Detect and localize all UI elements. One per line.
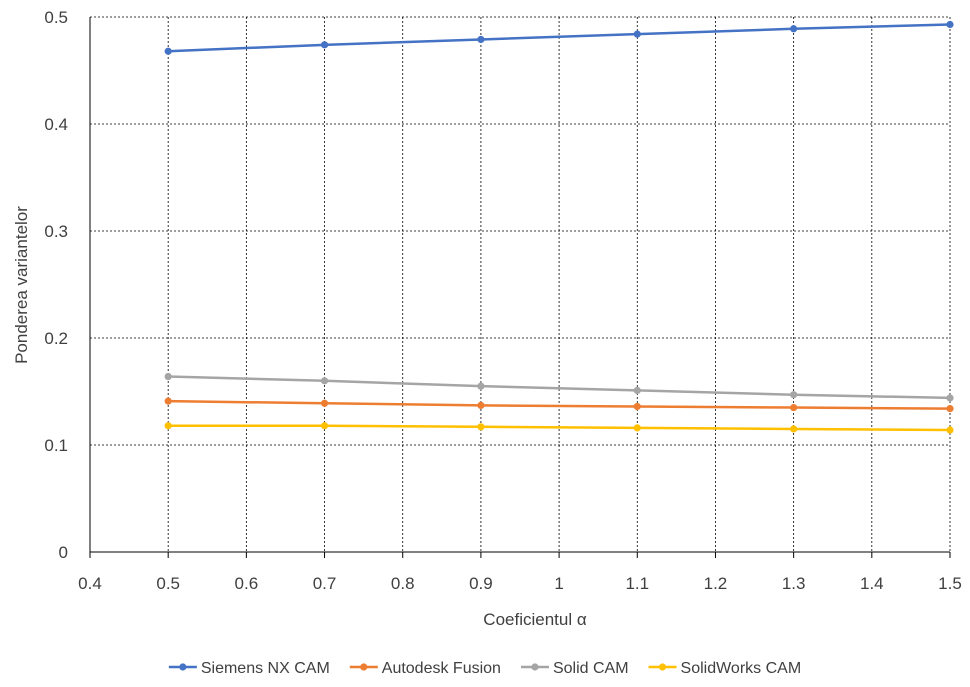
data-point-solid-cam: [633, 386, 641, 395]
legend-item-siemens-nx-cam: Siemens NX CAM: [168, 660, 330, 677]
data-point-solid-cam: [164, 372, 172, 381]
x-tick-label: 1.2: [704, 574, 728, 593]
y-axis-title: Ponderea variantelor: [12, 206, 31, 364]
legend-item-solidworks-cam: SolidWorks CAM: [648, 660, 802, 677]
x-tick-label: 1: [554, 574, 563, 593]
legend-marker: [360, 663, 368, 671]
data-point-siemens-nx-cam: [946, 20, 954, 29]
legend-label: Siemens NX CAM: [201, 660, 330, 677]
data-point-autodesk-fusion: [946, 405, 954, 413]
data-point-solidworks-cam: [633, 424, 641, 432]
data-point-siemens-nx-cam: [633, 30, 641, 38]
x-tick-label: 0.4: [78, 574, 102, 593]
data-point-solid-cam: [946, 394, 954, 402]
y-tick-label: 0: [59, 543, 68, 562]
data-point-solid-cam: [320, 377, 329, 385]
data-point-autodesk-fusion: [320, 399, 329, 407]
x-tick-label: 1.4: [860, 574, 884, 593]
x-tick-label: 0.7: [313, 574, 337, 593]
series: [164, 20, 954, 434]
axes: [89, 17, 951, 558]
data-point-siemens-nx-cam: [790, 25, 798, 33]
legend-label: Autodesk Fusion: [382, 660, 501, 677]
tick-labels: 0 0.1 0.2 0.3 0.4 0.5 0.4 0.5 0.6 0.7 0.8 0.9 1 1.1 1.…: [44, 8, 961, 593]
gridlines: [90, 16, 951, 552]
series-line-autodesk-fusion: [168, 399, 951, 410]
data-point-solidworks-cam: [164, 422, 172, 430]
data-point-autodesk-fusion: [790, 403, 798, 412]
legend-item-solid-cam: Solid CAM: [520, 660, 629, 677]
y-tick-label: 0.5: [44, 8, 68, 27]
data-point-solidworks-cam: [477, 423, 485, 431]
legend-label: SolidWorks CAM: [681, 660, 802, 677]
data-point-solid-cam: [790, 391, 798, 399]
data-point-solidworks-cam: [320, 422, 329, 430]
legend-marker: [531, 663, 539, 671]
legend: Siemens NX CAM Autodesk Fusion Solid CAM So…: [168, 660, 802, 677]
x-tick-label: 1.5: [938, 574, 962, 593]
data-point-autodesk-fusion: [477, 401, 485, 410]
x-tick-label: 1.3: [782, 574, 806, 593]
x-tick-label: 0.6: [235, 574, 259, 593]
x-tick-label: 0.9: [469, 574, 493, 593]
series-line-siemens-nx-cam: [168, 23, 951, 53]
data-point-siemens-nx-cam: [164, 47, 172, 55]
legend-item-autodesk-fusion: Autodesk Fusion: [349, 660, 501, 677]
y-tick-label: 0.4: [44, 115, 68, 134]
y-tick-label: 0.3: [44, 222, 68, 241]
data-point-solidworks-cam: [946, 426, 954, 434]
y-tick-label: 0.1: [44, 436, 68, 455]
x-tick-label: 0.8: [391, 574, 415, 593]
x-tick-label: 0.5: [156, 574, 180, 593]
y-tick-label: 0.2: [44, 329, 68, 348]
x-axis-title: Coeficientul α: [483, 610, 587, 629]
legend-label: Solid CAM: [553, 660, 629, 677]
data-point-autodesk-fusion: [164, 397, 172, 405]
data-point-solidworks-cam: [790, 425, 798, 433]
series-line-solidworks-cam: [168, 424, 951, 432]
series-line-solid-cam: [168, 375, 951, 400]
data-point-solid-cam: [477, 382, 485, 390]
legend-marker: [658, 663, 667, 671]
x-tick-label: 1.1: [625, 574, 649, 593]
data-point-autodesk-fusion: [633, 402, 641, 411]
data-point-siemens-nx-cam: [320, 41, 329, 49]
legend-marker: [179, 663, 187, 671]
data-point-siemens-nx-cam: [477, 35, 485, 44]
